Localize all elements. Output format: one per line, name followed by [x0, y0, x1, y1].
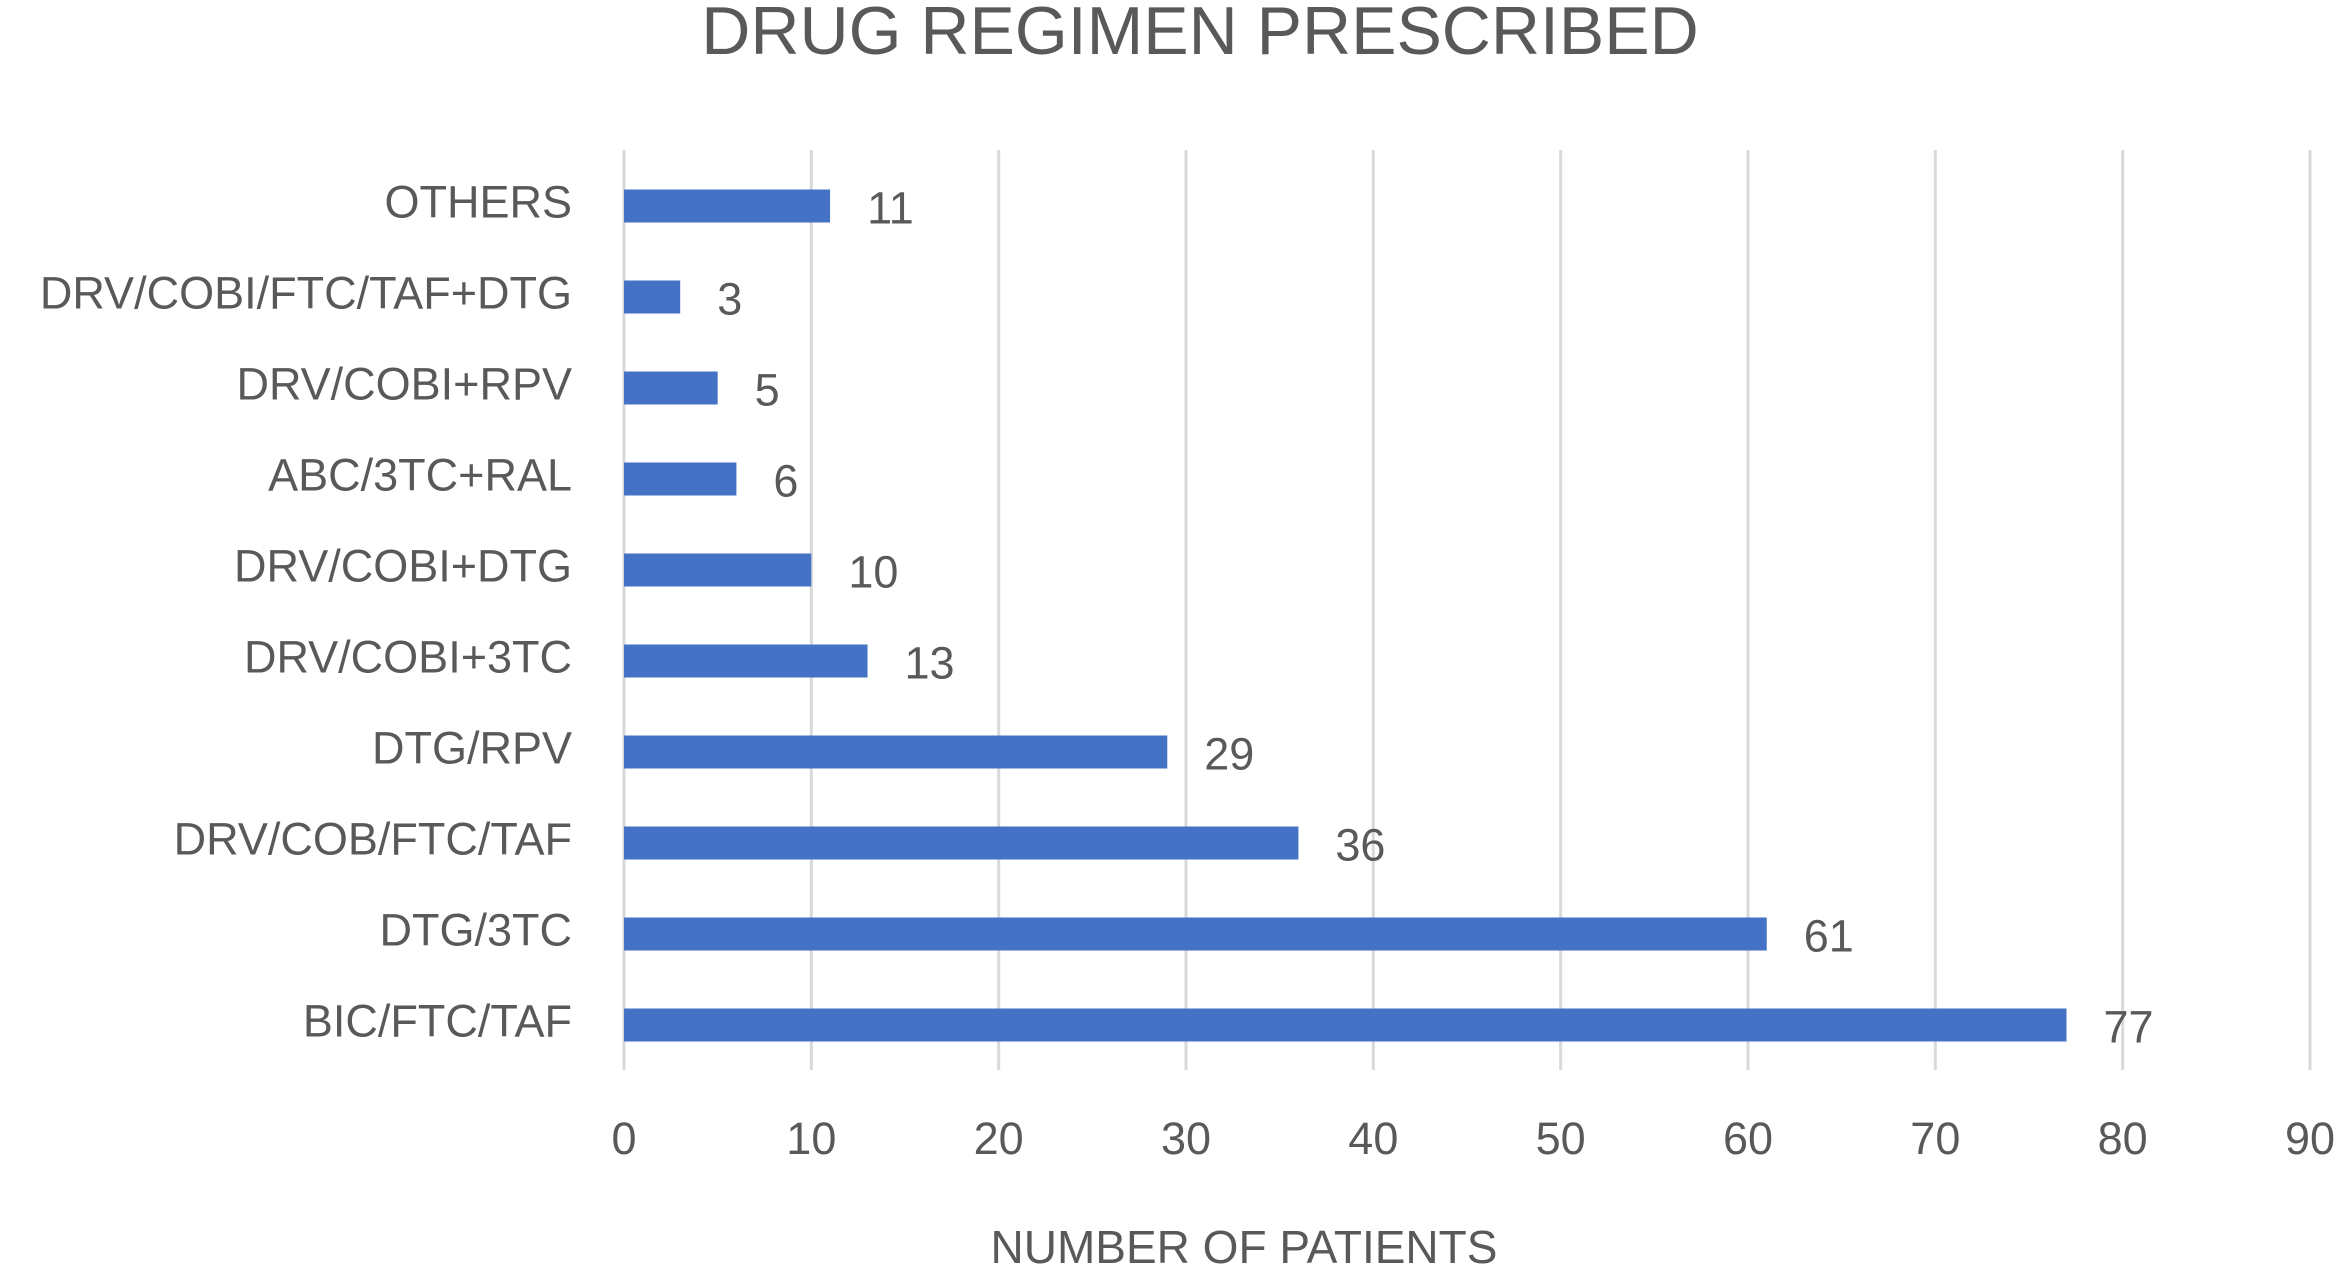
value-label: 29 [1204, 728, 1254, 779]
x-tick-label: 50 [1536, 1113, 1586, 1164]
x-tick-label: 60 [1723, 1113, 1773, 1164]
bar [624, 1008, 2067, 1042]
y-tick-label: OTHERS [384, 176, 572, 227]
y-tick-label: DRV/COBI+RPV [236, 358, 572, 409]
value-label: 13 [905, 637, 955, 688]
y-tick-label: DRV/COBI/FTC/TAF+DTG [40, 267, 572, 318]
bar [624, 371, 718, 405]
y-tick-label: BIC/FTC/TAF [303, 995, 572, 1046]
x-tick-label: 0 [611, 1113, 636, 1164]
x-tick-label: 10 [786, 1113, 836, 1164]
bar [624, 462, 737, 496]
y-tick-label: DRV/COBI+DTG [234, 540, 572, 591]
bar [624, 553, 812, 587]
x-tick-label: 40 [1348, 1113, 1398, 1164]
x-axis-title: NUMBER OF PATIENTS [991, 1221, 1498, 1273]
value-label: 6 [773, 455, 798, 506]
x-tick-label: 20 [974, 1113, 1024, 1164]
value-label: 61 [1804, 910, 1854, 961]
value-label: 5 [755, 364, 780, 415]
bar [624, 826, 1299, 860]
bar [624, 280, 681, 314]
y-tick-label: DRV/COBI+3TC [244, 631, 572, 682]
value-label: 77 [2103, 1001, 2153, 1052]
bar [624, 735, 1168, 769]
value-label: 11 [867, 182, 914, 233]
y-tick-label: DTG/3TC [379, 904, 572, 955]
bar [624, 189, 831, 223]
y-tick-label: DTG/RPV [372, 722, 572, 773]
y-tick-label: DRV/COB/FTC/TAF [174, 813, 572, 864]
y-tick-label: ABC/3TC+RAL [268, 449, 572, 500]
x-tick-label: 70 [1910, 1113, 1960, 1164]
x-tick-label: 80 [2098, 1113, 2148, 1164]
value-label: 36 [1335, 819, 1385, 870]
x-tick-label: 90 [2285, 1113, 2335, 1164]
value-label: 10 [848, 546, 898, 597]
x-tick-label: 30 [1161, 1113, 1211, 1164]
chart-title: DRUG REGIMEN PRESCRIBED [701, 0, 1698, 69]
value-label: 3 [717, 273, 742, 324]
bar [624, 644, 868, 678]
bar [624, 917, 1767, 951]
